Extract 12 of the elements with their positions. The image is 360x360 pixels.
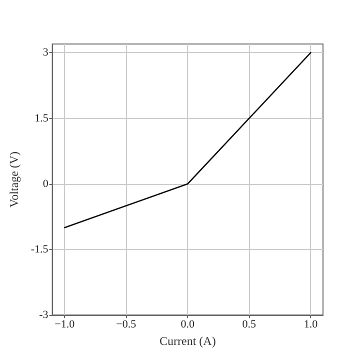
x-tick-label: 1.0 <box>304 318 318 330</box>
x-tick-label: −0.5 <box>116 318 137 330</box>
x-tick-label: −1.0 <box>54 318 76 330</box>
x-tick-label: 0.5 <box>242 318 257 330</box>
x-axis-title: Current (A) <box>159 334 216 348</box>
y-tick-label: 0 <box>42 178 49 190</box>
y-tick-label: -3 <box>39 309 49 321</box>
y-axis-title: Voltage (V) <box>7 151 21 208</box>
y-tick-label: 3 <box>42 46 49 59</box>
y-tick-label: 1.5 <box>34 112 49 124</box>
x-tick-label: 0.0 <box>180 318 196 330</box>
y-tick-label: -1.5 <box>30 243 49 256</box>
